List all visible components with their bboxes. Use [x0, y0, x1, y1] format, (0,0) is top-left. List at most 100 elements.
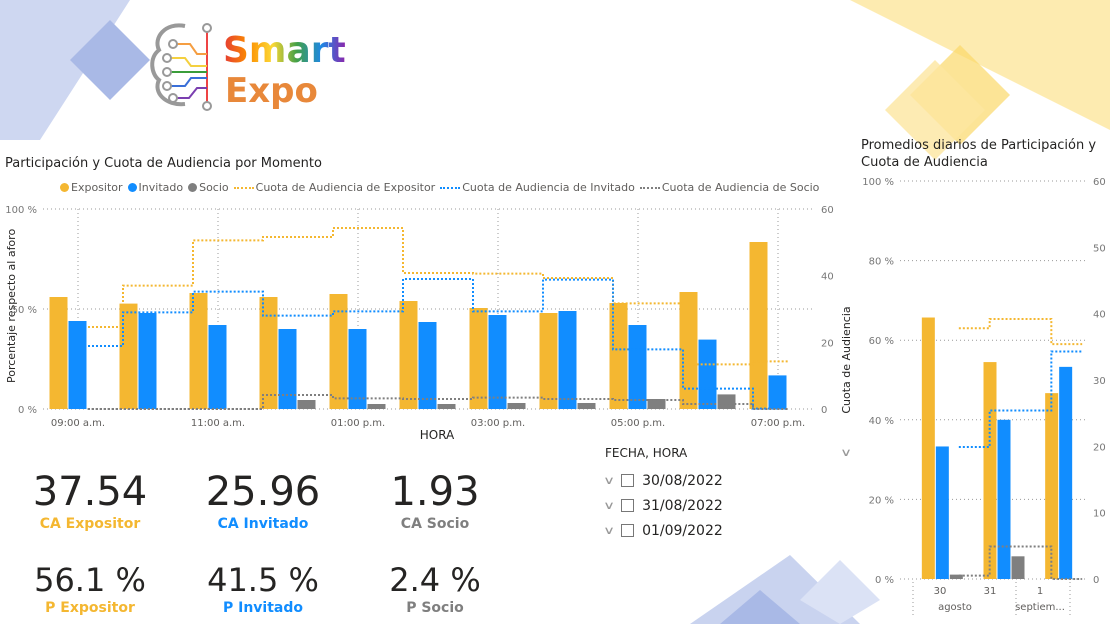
line-cuota-de-audiencia-de-invitado: [88, 278, 788, 410]
kpi-card: 56.1 % P Expositor: [10, 562, 170, 616]
bar-socio: [717, 394, 736, 409]
slicer-title: FECHA, HORA: [605, 446, 688, 460]
kpi-label: CA Expositor: [39, 516, 141, 532]
legend-expositor[interactable]: Expositor: [60, 181, 123, 194]
bar-socio: [1011, 556, 1025, 579]
kpi-value: 41.5 %: [207, 561, 319, 599]
y2-tick-label: 30: [1093, 376, 1106, 387]
bar-socio: [577, 403, 596, 409]
main-chart[interactable]: Porcentaje respecto al aforo HORA 0 % 50 …: [0, 195, 840, 445]
y-tick-label: 100 %: [5, 205, 37, 216]
y2-tick-label: 0: [821, 405, 827, 416]
smart-expo-logo: Smart Expo: [145, 18, 365, 113]
main-chart-title: Participación y Cuota de Audiencia por M…: [5, 156, 322, 171]
bar-invitado: [768, 375, 787, 409]
bar-expositor: [749, 242, 768, 409]
expand-chevron-icon[interactable]: ∨: [602, 474, 616, 487]
slicer-item[interactable]: ∨ 30/08/2022: [602, 468, 850, 493]
kpi-label: CA Invitado: [217, 516, 309, 532]
bar-expositor: [1045, 393, 1059, 579]
kpi-value: 25.96: [205, 469, 321, 515]
bar-invitado: [278, 329, 297, 409]
bar-socio: [367, 404, 386, 409]
x-tick-label: 07:00 p.m.: [751, 418, 805, 429]
bar-expositor: [119, 303, 138, 409]
bar-expositor: [921, 317, 935, 579]
bar-socio: [437, 404, 456, 409]
x-tick-label: 30: [934, 586, 947, 597]
kpi-value: 37.54: [32, 469, 148, 515]
bar-invitado: [997, 419, 1011, 579]
slicer-item-label: 01/09/2022: [642, 522, 723, 539]
side-chart-title-line1: Promedios diarios de Participación y: [861, 138, 1097, 153]
side-chart-title-line2: Cuota de Audiencia: [861, 155, 988, 170]
bar-expositor: [609, 303, 628, 409]
y2-tick-label: 40: [1093, 310, 1106, 321]
x-tick-label: 31: [984, 586, 997, 597]
kpi-value: 2.4 %: [389, 561, 481, 599]
bar-socio: [507, 403, 526, 409]
checkbox[interactable]: [621, 474, 635, 487]
bar-expositor: [259, 297, 278, 409]
y2-tick-label: 40: [821, 272, 834, 283]
logo-smart-text: Smart: [223, 30, 346, 71]
bar-invitado: [68, 321, 87, 409]
legend-ca-socio[interactable]: Cuota de Audiencia de Socio: [639, 181, 819, 194]
y-tick-label: 100 %: [862, 177, 894, 188]
legend-ca-invitado[interactable]: Cuota de Audiencia de Invitado: [440, 181, 635, 194]
kpi-value: 1.93: [390, 469, 480, 515]
y2-tick-label: 50: [1093, 243, 1106, 254]
kpi-card: 37.54 CA Expositor: [10, 470, 170, 532]
bar-expositor: [189, 293, 208, 409]
y-tick-label: 0 %: [875, 575, 894, 586]
x-tick-label: 1: [1037, 586, 1043, 597]
bar-expositor: [49, 297, 68, 409]
bar-invitado: [628, 325, 647, 409]
expand-chevron-icon[interactable]: ∨: [602, 499, 616, 512]
side-chart[interactable]: Cuota de Audiencia 0 %20 %40 %60 %80 %10…: [840, 170, 1110, 620]
bar-socio: [297, 400, 316, 409]
brain-circuit-icon: [150, 23, 212, 111]
slicer-item-label: 31/08/2022: [642, 497, 723, 514]
bar-expositor: [469, 308, 488, 409]
expand-chevron-icon[interactable]: ∨: [602, 524, 616, 537]
line-cuota-de-audiencia-de-expositor: [88, 227, 788, 366]
checkbox[interactable]: [621, 499, 635, 512]
y-tick-label: 50 %: [12, 305, 37, 316]
kpi-card: 25.96 CA Invitado: [183, 470, 343, 532]
bar-invitado: [418, 322, 437, 409]
kpi-label: P Expositor: [45, 600, 135, 616]
kpi-label: P Invitado: [222, 600, 303, 616]
kpi-value: 56.1 %: [34, 561, 146, 599]
chevron-down-icon[interactable]: ∨: [839, 446, 853, 459]
slicer-item[interactable]: ∨ 31/08/2022: [602, 493, 850, 518]
bar-invitado: [348, 329, 367, 409]
checkbox[interactable]: [621, 524, 635, 537]
kpi-label: CA Socio: [400, 516, 470, 532]
line-cuota-de-audiencia-de-socio: [88, 394, 788, 410]
side-chart-title: Promedios diarios de Participación y Cuo…: [861, 137, 1096, 171]
main-chart-legend: Expositor Invitado Socio Cuota de Audien…: [60, 181, 819, 194]
bar-invitado: [558, 311, 577, 409]
legend-invitado[interactable]: Invitado: [127, 181, 183, 194]
y2-tick-label: 20: [1093, 442, 1106, 453]
kpi-card: 2.4 % P Socio: [355, 562, 515, 616]
bar-socio: [647, 399, 666, 409]
legend-socio[interactable]: Socio: [188, 181, 229, 194]
slicer-item-label: 30/08/2022: [642, 472, 723, 489]
y-axis-title: Porcentaje respecto al aforo: [5, 229, 18, 383]
slicer-item[interactable]: ∨ 01/09/2022: [602, 518, 850, 543]
line-cuota-de-audiencia-de-socio: [958, 545, 1083, 580]
y2-tick-label: 10: [1093, 509, 1106, 520]
kpi-label: P Socio: [406, 600, 464, 616]
bar-expositor: [983, 362, 997, 579]
x-tick-label: 03:00 p.m.: [471, 418, 525, 429]
line-cuota-de-audiencia-de-expositor: [958, 317, 1083, 346]
y2-axis-title: Cuota de Audiencia: [840, 306, 853, 413]
bar-expositor: [399, 301, 418, 409]
x-tick-label: 11:00 a.m.: [191, 418, 245, 429]
legend-ca-expositor[interactable]: Cuota de Audiencia de Expositor: [233, 181, 435, 194]
x-tick-label: 05:00 p.m.: [611, 418, 665, 429]
x-group-label: agosto: [938, 602, 972, 613]
